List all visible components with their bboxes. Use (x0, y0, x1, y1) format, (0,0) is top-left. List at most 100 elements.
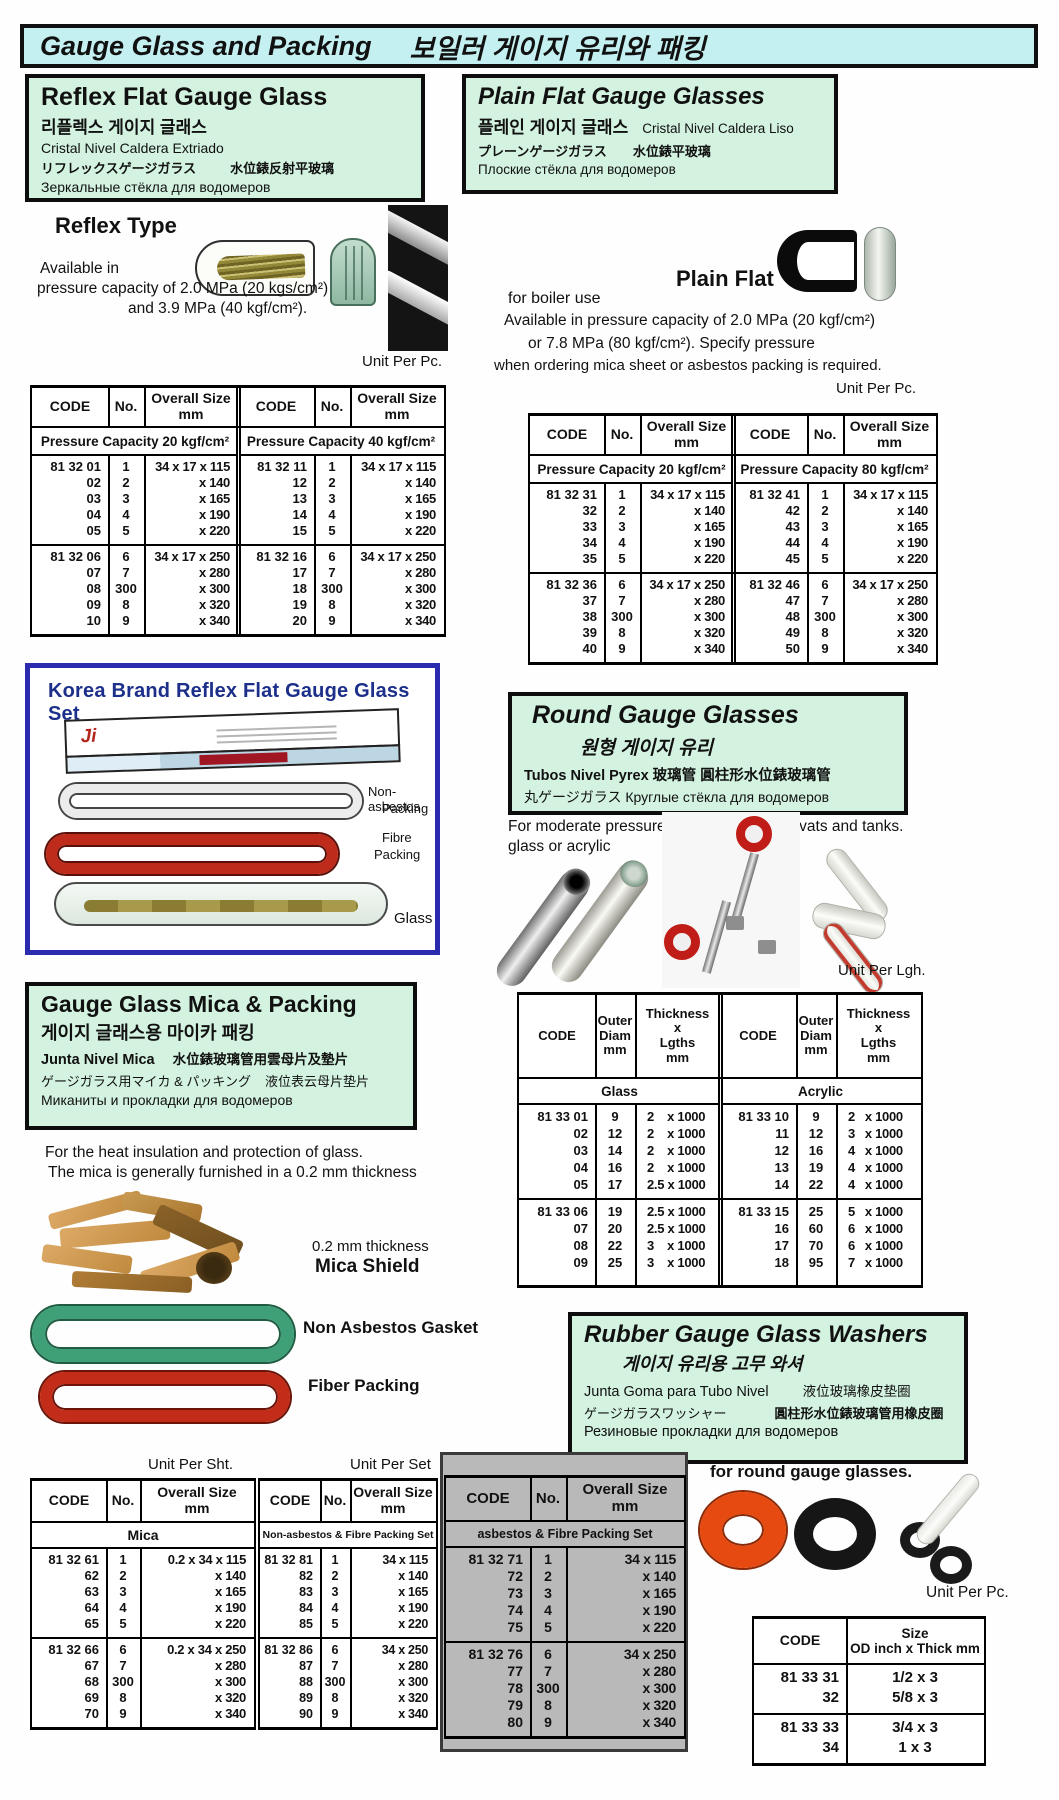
table-cell: 6 (544, 1646, 552, 1662)
non-asbestos-set-table: CODE No. Overall Size mm Non-asbestos & … (258, 1478, 438, 1730)
table-group: 81 32 01 1 34 x 17 x 115 02 2 x 140 03 3 x 165 04… (32, 456, 238, 544)
table-cell: x 190 (398, 1601, 428, 1615)
table-cell: 63 (84, 1584, 99, 1599)
fibre-packing-illustration (46, 834, 338, 874)
table-cell: 1 (328, 459, 336, 474)
table-cell: 72 (507, 1568, 523, 1584)
table-cell: 14 (292, 507, 307, 522)
table-row: 63 3 x 165 (32, 1584, 254, 1600)
column-header-no: No. (535, 1489, 561, 1507)
table-cell: 2 (331, 1569, 339, 1583)
table-cell: 1 x 3 (898, 1739, 932, 1756)
table-center-divider (235, 388, 241, 634)
label-packing: Packing (382, 801, 429, 816)
table-row: 81 33 15 25 5 x 1000 (720, 1203, 921, 1220)
table-body: 81 33 31 1/2 x 3 32 5/8 x 3 81 33 33 3/4 x 3… (754, 1665, 984, 1763)
table-cell: 43 (785, 519, 800, 534)
mica-shield-label: Mica Shield (315, 1256, 420, 1277)
table-cell: x 320 (896, 625, 928, 640)
table-row: 34 1 x 3 (754, 1738, 984, 1758)
fiber-packing-label: Fiber Packing (308, 1376, 420, 1395)
table-divider (350, 1481, 352, 1521)
table-row: 81 32 46 6 34 x 17 x 250 (733, 577, 936, 593)
table-cell: 0.2 x 34 x 115 (167, 1552, 247, 1567)
table-row: 05 17 2.5 x 1000 (519, 1176, 720, 1193)
table-group: 81 33 33 3/4 x 3 34 1 x 3 (754, 1713, 984, 1763)
table-cell: 3/4 x 3 (892, 1719, 938, 1736)
table-cell: 34 (822, 1739, 839, 1756)
table-cell: x 300 (642, 1680, 676, 1696)
table-divider (595, 995, 597, 1077)
table-group: 81 32 06 6 34 x 17 x 250 07 7 x 280 08 300 x 300… (32, 544, 238, 634)
table-cell: 14 (774, 1177, 789, 1192)
table-cell: 09 (86, 597, 101, 612)
table-cell: 81 32 01 (50, 459, 101, 474)
table-cell: x 300 (404, 581, 436, 596)
table-row: 33 3 x 165 (530, 519, 733, 535)
table-row: 38 300 x 300 (530, 609, 733, 625)
table-cell: x 280 (896, 593, 928, 608)
table-row: 81 33 10 9 2 x 1000 (720, 1108, 921, 1125)
table-divider (314, 388, 316, 426)
table-row: 81 32 36 6 34 x 17 x 250 (530, 577, 733, 593)
table-divider (836, 995, 838, 1077)
plain-flat-cross-section-illustration (777, 230, 857, 292)
table-cell: 42 (785, 503, 800, 518)
table-header-row: CODE No. Overall Size mm (260, 1481, 436, 1523)
table-cell: 2 x 1000 (647, 1109, 706, 1124)
table-cell: 07 (86, 565, 101, 580)
table-row: 81 32 61 1 0.2 x 34 x 115 (32, 1552, 254, 1568)
table-cell: 39 (582, 625, 597, 640)
table-cell: 60 (808, 1221, 824, 1236)
table-cell: 3 x 1000 (647, 1238, 706, 1253)
table-row: 09 8 x 320 (32, 597, 238, 613)
table-cell: 83 (299, 1585, 313, 1599)
section-title-es: Junta Nivel Mica (41, 1052, 155, 1069)
table-cell: 9 (328, 613, 336, 628)
unit-label: Unit Per Sht. (148, 1456, 234, 1473)
table-header-row: CODE No. Overall Size mm CODE No. Overal… (530, 416, 936, 456)
table-row: 12 16 4 x 1000 (720, 1142, 921, 1159)
table-cell: 81 32 11 (257, 459, 307, 474)
table-cell: 12 (607, 1126, 623, 1141)
table-cell: 7 x 1000 (848, 1255, 903, 1270)
table-cell: 4 x 1000 (848, 1143, 903, 1158)
table-divider (807, 484, 809, 662)
table-cell: 4 (618, 535, 626, 550)
table-row: 15 5 x 220 (238, 523, 444, 539)
table-cell: 3 (328, 491, 336, 506)
table-cell: 300 (321, 581, 343, 596)
table-cell: 4 (328, 507, 336, 522)
table-row: 81 32 41 1 34 x 17 x 115 (733, 487, 936, 503)
table-body: 81 32 61 1 0.2 x 34 x 115 62 2 x 140 63 3 x 165 6… (32, 1549, 254, 1727)
table-cell: 1 (618, 487, 626, 502)
section-title-es: Cristal Nivel Caldera Liso (642, 121, 794, 137)
valve-stem (729, 852, 760, 926)
table-cell: 34 x 17 x 250 (360, 549, 436, 564)
table-cell: 3 (119, 1584, 127, 1599)
table-divider (796, 995, 798, 1077)
valve-fitting (726, 916, 744, 930)
table-header-row: CODE Outer Diam mm Thickness x Lgths mm … (519, 995, 921, 1079)
table-divider (836, 1105, 838, 1285)
table-divider (320, 1549, 322, 1727)
table-cell: x 300 (693, 609, 725, 624)
unit-label: Unit Per Lgh. (838, 962, 926, 979)
table-row: 81 32 16 6 34 x 17 x 250 (238, 549, 444, 565)
round-section-box: Round Gauge Glasses 원형 게이지 유리 Tubos Nive… (508, 692, 908, 815)
table-cell: x 140 (398, 1569, 428, 1583)
section-title-ja-ru: 丸ゲージガラス Круглые стёкла для водомеров (524, 788, 830, 805)
korea-set-box-illustration: Ji (64, 708, 401, 782)
table-cell: 2 (122, 475, 130, 490)
label-glass: Glass (394, 910, 433, 927)
table-cell: 300 (115, 581, 137, 596)
table-row: 84 4 x 190 (260, 1600, 436, 1616)
table-cell: x 165 (642, 1585, 676, 1601)
table-cell: x 280 (398, 1659, 428, 1673)
table-body: 81 33 01 9 2 x 1000 02 12 2 x 1000 03 14 2 x 100… (519, 1105, 921, 1285)
column-header-no: No. (323, 1492, 347, 1509)
table-cell: 81 33 10 (738, 1109, 789, 1124)
table-cell: x 140 (198, 475, 230, 490)
table-cell: 9 (331, 1707, 339, 1721)
